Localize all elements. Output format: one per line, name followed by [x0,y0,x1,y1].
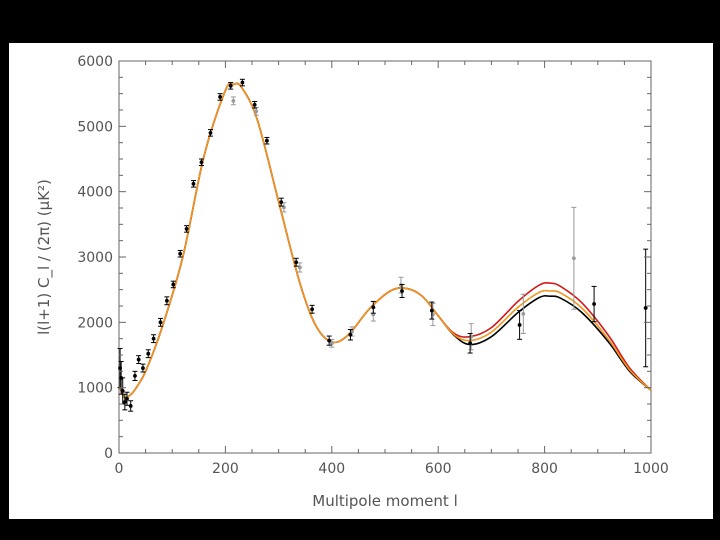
black-data-point [517,323,522,327]
plot-panel: 0 200 400 600 800 1000 0 1000 2000 3000 4000 5000 60… [9,43,713,519]
black-data-point [122,400,127,404]
x-axis-title: Multipole moment l [312,492,457,510]
black-data-point [252,102,257,107]
model-curves [119,82,652,399]
black-data-point [264,138,269,143]
black-data-point [279,200,284,205]
black-data-point [141,366,145,370]
axis-ticks: 0 200 400 600 800 1000 0 1000 2000 3000 4000 5000 60… [77,54,668,477]
orange-model-curve [119,82,652,399]
black-data-point [191,181,196,186]
black-data-point [348,332,353,337]
black-data-point [429,308,434,313]
black-data-point [125,396,129,401]
gray-data-point [521,311,526,316]
red-model-curve [119,82,652,399]
black-data-point [468,341,473,346]
black-data-point [327,338,332,343]
black-data-point [136,357,141,362]
y-tick-label: 1000 [77,381,113,397]
black-model-curve [119,82,652,399]
black-data-point [310,307,315,312]
black-data-point [151,336,156,341]
y-tick-label: 2000 [77,315,113,331]
x-tick-label: 400 [318,461,345,477]
x-tick-label: 600 [425,461,452,477]
black-data-point [133,374,137,378]
black-data-point [208,130,213,135]
gray-data-point [231,98,236,103]
black-data-point [240,80,245,85]
y-tick-label: 0 [104,446,113,462]
plot-area-frame [118,60,652,454]
x-tick-label: 200 [212,461,239,477]
gray-data-point [571,256,576,261]
x-tick-label: 0 [115,461,124,477]
black-data-point [592,302,596,306]
black-data-point [120,389,125,393]
data-points [117,78,649,412]
power-spectrum-chart: 0 200 400 600 800 1000 0 1000 2000 3000 4000 5000 60… [35,54,669,510]
y-tick-label: 6000 [77,54,113,70]
black-data-point [146,351,151,356]
y-tick-label: 4000 [77,185,113,201]
black-data-point [164,298,169,303]
x-tick-label: 800 [531,461,558,477]
black-data-point [158,320,163,325]
black-data-point [294,260,299,265]
black-data-point [643,306,648,310]
black-data-point [218,95,222,99]
black-data-point [400,289,404,293]
black-data-point [199,160,204,165]
gray-data-point [254,109,259,114]
black-data-point [184,227,189,231]
y-axis-title: l(l+1) C_l / (2π) (μK²) [35,179,54,335]
black-data-point [228,83,233,88]
gray-data-point [350,329,354,334]
gray-data-point [297,265,302,270]
y-tick-label: 5000 [77,119,113,135]
y-tick-label: 3000 [77,250,113,266]
black-data-point [171,282,176,287]
black-data-point [178,251,183,256]
black-data-point [128,404,133,408]
gray-data-point [329,341,334,346]
black-data-point [371,305,376,310]
x-tick-label: 1000 [633,461,669,477]
